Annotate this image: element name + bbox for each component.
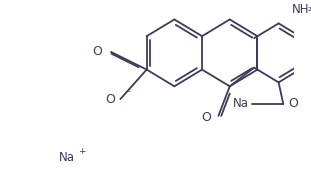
Text: Na: Na <box>233 97 248 110</box>
Text: O: O <box>93 45 103 58</box>
Text: O: O <box>201 111 211 124</box>
Text: Na: Na <box>59 151 75 164</box>
Text: O: O <box>288 97 298 110</box>
Text: O: O <box>105 92 115 106</box>
Text: ₂: ₂ <box>308 3 311 13</box>
Text: ⁻: ⁻ <box>125 89 131 99</box>
Text: +: + <box>78 147 86 156</box>
Text: NH: NH <box>292 3 309 16</box>
